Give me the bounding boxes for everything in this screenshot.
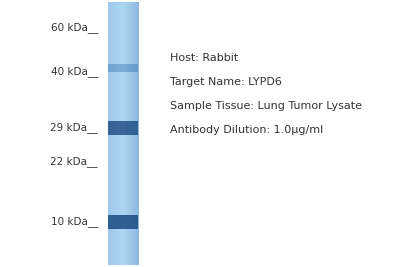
- Bar: [114, 2, 115, 265]
- Text: Antibody Dilution: 1.0μg/ml: Antibody Dilution: 1.0μg/ml: [170, 125, 323, 135]
- Bar: [118, 2, 119, 265]
- Bar: [117, 2, 118, 265]
- Bar: [126, 2, 127, 265]
- Bar: [123, 2, 124, 265]
- Bar: [124, 2, 125, 265]
- Bar: [136, 2, 137, 265]
- Bar: [113, 2, 114, 265]
- Bar: [110, 2, 111, 265]
- Bar: [109, 2, 110, 265]
- Bar: [127, 2, 128, 265]
- Bar: [112, 2, 113, 265]
- Bar: [127, 2, 128, 265]
- Bar: [124, 2, 125, 265]
- Bar: [135, 2, 136, 265]
- Bar: [124, 2, 125, 265]
- Bar: [117, 2, 118, 265]
- Bar: [129, 2, 130, 265]
- Bar: [128, 2, 129, 265]
- Text: 40 kDa__: 40 kDa__: [51, 66, 98, 77]
- Bar: [130, 2, 131, 265]
- Text: Sample Tissue: Lung Tumor Lysate: Sample Tissue: Lung Tumor Lysate: [170, 101, 362, 111]
- Bar: [136, 2, 137, 265]
- Text: Target Name: LYPD6: Target Name: LYPD6: [170, 77, 282, 87]
- Bar: [120, 2, 121, 265]
- Bar: [119, 2, 120, 265]
- Bar: [110, 2, 111, 265]
- Bar: [122, 2, 123, 265]
- Text: 10 kDa__: 10 kDa__: [51, 217, 98, 227]
- Bar: [135, 2, 136, 265]
- Bar: [119, 2, 120, 265]
- Bar: [120, 2, 121, 265]
- Bar: [130, 2, 131, 265]
- Bar: [108, 2, 109, 265]
- Bar: [122, 2, 123, 265]
- Bar: [132, 2, 133, 265]
- Bar: [109, 2, 110, 265]
- Bar: [121, 2, 122, 265]
- Bar: [125, 2, 126, 265]
- Bar: [135, 2, 136, 265]
- Bar: [114, 2, 115, 265]
- Bar: [137, 2, 138, 265]
- Bar: [133, 2, 134, 265]
- Bar: [118, 2, 119, 265]
- Bar: [108, 215, 138, 229]
- Text: 29 kDa__: 29 kDa__: [50, 123, 98, 134]
- Bar: [123, 2, 124, 265]
- Bar: [129, 2, 130, 265]
- Bar: [117, 2, 118, 265]
- Bar: [108, 121, 138, 135]
- Bar: [113, 2, 114, 265]
- Bar: [134, 2, 135, 265]
- Text: 22 kDa__: 22 kDa__: [50, 156, 98, 167]
- Bar: [108, 2, 109, 265]
- Bar: [121, 2, 122, 265]
- Bar: [137, 2, 138, 265]
- Bar: [132, 2, 133, 265]
- Bar: [112, 2, 113, 265]
- Bar: [116, 2, 117, 265]
- Bar: [123, 2, 124, 265]
- Bar: [131, 2, 132, 265]
- Bar: [136, 2, 137, 265]
- Bar: [125, 2, 126, 265]
- Bar: [116, 2, 117, 265]
- Bar: [115, 2, 116, 265]
- Bar: [128, 2, 129, 265]
- Bar: [115, 2, 116, 265]
- Bar: [111, 2, 112, 265]
- Bar: [112, 2, 113, 265]
- Bar: [111, 2, 112, 265]
- Bar: [129, 2, 130, 265]
- Bar: [108, 64, 138, 72]
- Bar: [130, 2, 131, 265]
- Bar: [134, 2, 135, 265]
- Text: Host: Rabbit: Host: Rabbit: [170, 53, 238, 63]
- Bar: [131, 2, 132, 265]
- Text: 60 kDa__: 60 kDa__: [51, 22, 98, 33]
- Bar: [118, 2, 119, 265]
- Bar: [133, 2, 134, 265]
- Bar: [126, 2, 127, 265]
- Bar: [111, 2, 112, 265]
